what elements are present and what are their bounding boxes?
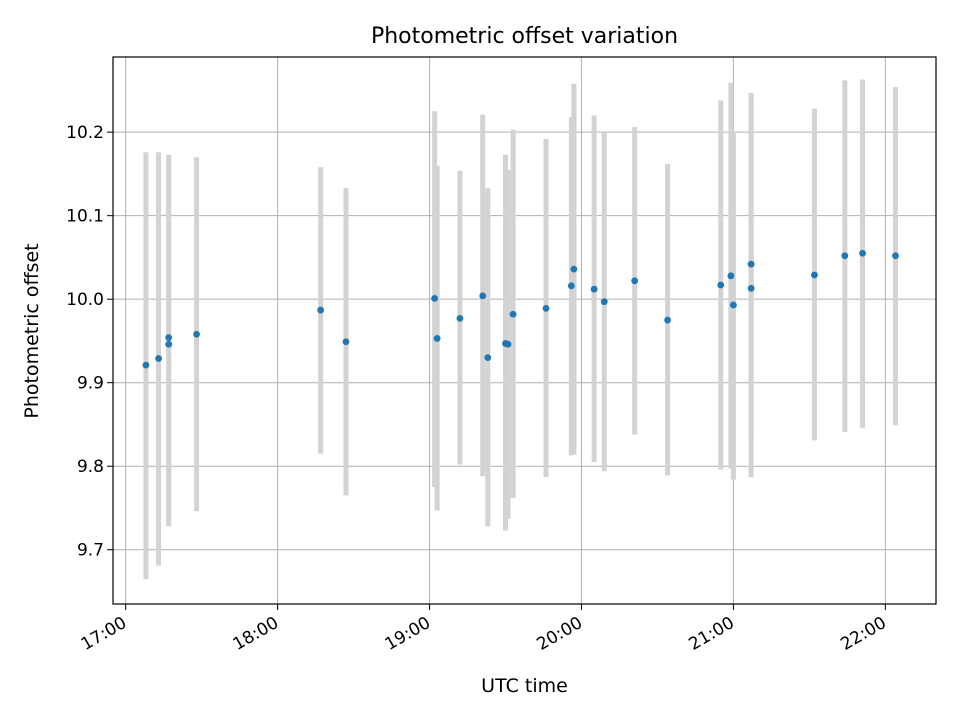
y-tick-label: 9.8 [77,457,104,477]
y-axis-ticks: 9.7 9.8 9.9 10.0 10.1 10.2 [66,123,113,561]
x-axis-label: UTC time [481,675,568,697]
data-point [317,306,325,314]
data-point [193,330,200,338]
data-point [142,361,150,369]
y-tick-label: 9.9 [77,374,104,394]
data-point [570,265,578,273]
data-point [631,277,639,285]
data-point [342,338,350,346]
y-tick-label: 10.1 [66,207,104,227]
data-point [165,334,173,341]
data-point [431,294,439,302]
data-point [841,252,849,260]
data-point [811,271,818,279]
data-point [747,260,755,268]
data-point [664,316,671,324]
grid [113,57,936,604]
data-point [859,249,866,257]
y-tick-label: 10.0 [66,290,104,310]
y-tick-label: 9.7 [77,541,104,561]
data-point [484,354,492,362]
data-point [892,252,899,260]
data-point [165,340,173,348]
plot-frame [112,56,937,605]
chart-title: Photometric offset variation [371,24,678,49]
data-point [600,298,608,306]
data-points [142,249,899,369]
data-point [730,301,737,309]
data-point [479,292,487,300]
data-point [717,281,725,289]
data-point [504,340,512,348]
y-axis-label: Photometric offset [21,243,43,418]
data-point [590,285,598,293]
data-point [155,355,162,362]
data-point [509,310,517,318]
data-point [747,284,755,292]
data-point [567,282,575,290]
data-point [433,335,441,342]
y-tick-label: 10.2 [66,123,104,143]
data-point [542,304,550,312]
data-point [727,272,735,280]
data-point [456,314,464,322]
